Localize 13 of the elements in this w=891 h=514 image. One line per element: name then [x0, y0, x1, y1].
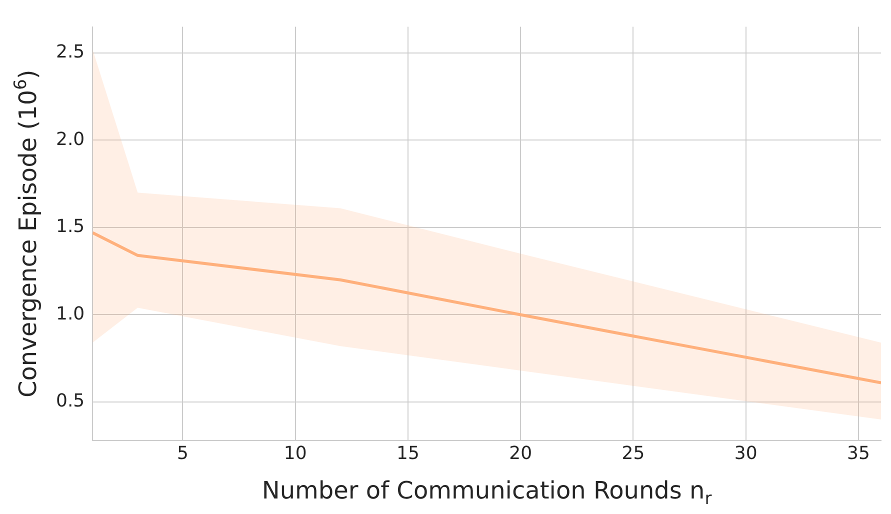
- y-tick-label: 0.5: [56, 390, 85, 412]
- x-tick-label: 10: [284, 442, 307, 464]
- x-tick-label: 5: [177, 442, 188, 464]
- y-tick-label: 1.5: [56, 216, 85, 238]
- x-tick-label: 35: [847, 442, 870, 464]
- y-axis-title: Convergence Episode (106): [11, 70, 42, 398]
- y-tick-label: 2.0: [56, 128, 85, 150]
- y-tick-label: 2.5: [56, 42, 85, 63]
- x-tick-label: 20: [509, 442, 532, 464]
- x-tick-label: 15: [396, 442, 420, 464]
- x-tick-label: 30: [734, 442, 758, 464]
- x-tick-label: 25: [622, 442, 645, 464]
- y-tick-label: 1.0: [56, 303, 85, 324]
